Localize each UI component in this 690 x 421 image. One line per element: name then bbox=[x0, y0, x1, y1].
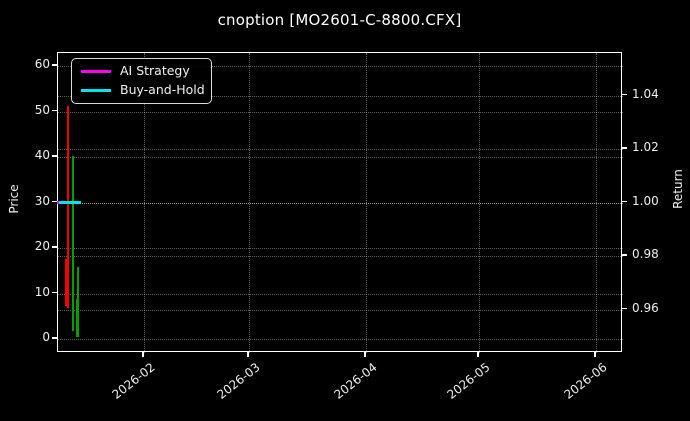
left-tick bbox=[52, 155, 57, 157]
y-tick-label: 50 bbox=[34, 102, 50, 117]
candle-2026-01-12 bbox=[66, 106, 69, 308]
right-tick-label: 1.04 bbox=[632, 86, 659, 101]
right-tick-label: 1.02 bbox=[632, 140, 659, 154]
legend-label: AI Strategy bbox=[120, 63, 190, 79]
gridline-return-0.96 bbox=[58, 309, 623, 311]
y-tick-label: 40 bbox=[34, 148, 50, 162]
x-tick-label: 2026-04 bbox=[331, 360, 380, 402]
gridline-month-2026-05 bbox=[479, 53, 480, 353]
gridline-month-2026-04 bbox=[366, 53, 367, 353]
bottom-tick bbox=[364, 352, 366, 357]
gridline-month-2026-06 bbox=[596, 53, 597, 353]
y-tick-label: 30 bbox=[34, 193, 50, 208]
gridline-return-1.02 bbox=[58, 149, 623, 150]
gridline-price-30 bbox=[58, 202, 623, 204]
gridline-price-0 bbox=[58, 339, 623, 340]
candle-2026-01-14 bbox=[75, 299, 79, 337]
legend-line-icon bbox=[81, 89, 111, 92]
left-tick bbox=[52, 246, 57, 248]
left-tick bbox=[52, 64, 57, 66]
y-tick-label: 60 bbox=[34, 57, 50, 71]
gridline-price-60 bbox=[58, 66, 623, 67]
right-tick-label: 0.96 bbox=[632, 300, 659, 315]
gridline-price-10 bbox=[58, 293, 623, 295]
x-tick-label: 2026-02 bbox=[109, 360, 158, 402]
bottom-tick bbox=[594, 352, 596, 357]
gridline-month-2026-02 bbox=[144, 53, 145, 353]
y-tick-label: 0 bbox=[42, 330, 50, 344]
x-tick-label: 2026-05 bbox=[444, 360, 493, 402]
right-tick bbox=[622, 93, 627, 96]
buy-and-hold-line bbox=[58, 201, 81, 204]
legend-row-0: AI Strategy bbox=[72, 65, 211, 78]
bottom-tick bbox=[247, 352, 249, 357]
legend-line-icon bbox=[81, 70, 111, 73]
bottom-tick bbox=[142, 352, 144, 357]
right-tick-label: 1.00 bbox=[632, 193, 659, 208]
candle-2026-01-12 bbox=[64, 259, 69, 306]
right-tick bbox=[622, 307, 627, 310]
legend-label: Buy-and-Hold bbox=[120, 82, 205, 98]
y-tick-label: 20 bbox=[34, 239, 50, 253]
left-tick bbox=[52, 109, 57, 112]
right-tick bbox=[622, 200, 627, 203]
left-tick bbox=[52, 200, 57, 203]
legend: AI Strategy Buy-and-Hold bbox=[71, 58, 212, 104]
left-tick bbox=[52, 291, 57, 294]
candle-2026-01-13 bbox=[71, 156, 74, 331]
gridline-price-20 bbox=[58, 248, 623, 249]
bottom-tick bbox=[477, 352, 479, 357]
chart-title: cnoption [MO2601-C-8800.CFX] bbox=[217, 11, 462, 29]
left-tick bbox=[52, 337, 57, 339]
right-tick-label: 0.98 bbox=[632, 247, 659, 261]
gridline-price-50 bbox=[58, 111, 623, 113]
right-tick bbox=[622, 147, 627, 149]
legend-row-1: Buy-and-Hold bbox=[72, 84, 211, 97]
right-axis-label: Return bbox=[671, 169, 685, 209]
right-tick bbox=[622, 254, 627, 256]
x-tick-label: 2026-06 bbox=[561, 360, 610, 402]
gridline-return-1.04 bbox=[58, 95, 623, 97]
gridline-month-2026-03 bbox=[249, 53, 250, 353]
x-tick-label: 2026-03 bbox=[214, 360, 263, 402]
y-tick-label: 10 bbox=[34, 284, 50, 299]
gridline-return-0.98 bbox=[58, 256, 623, 257]
gridline-price-40 bbox=[58, 157, 623, 158]
gridline-return-1.00 bbox=[58, 202, 623, 204]
plot-area: AI Strategy Buy-and-Hold bbox=[56, 52, 623, 353]
